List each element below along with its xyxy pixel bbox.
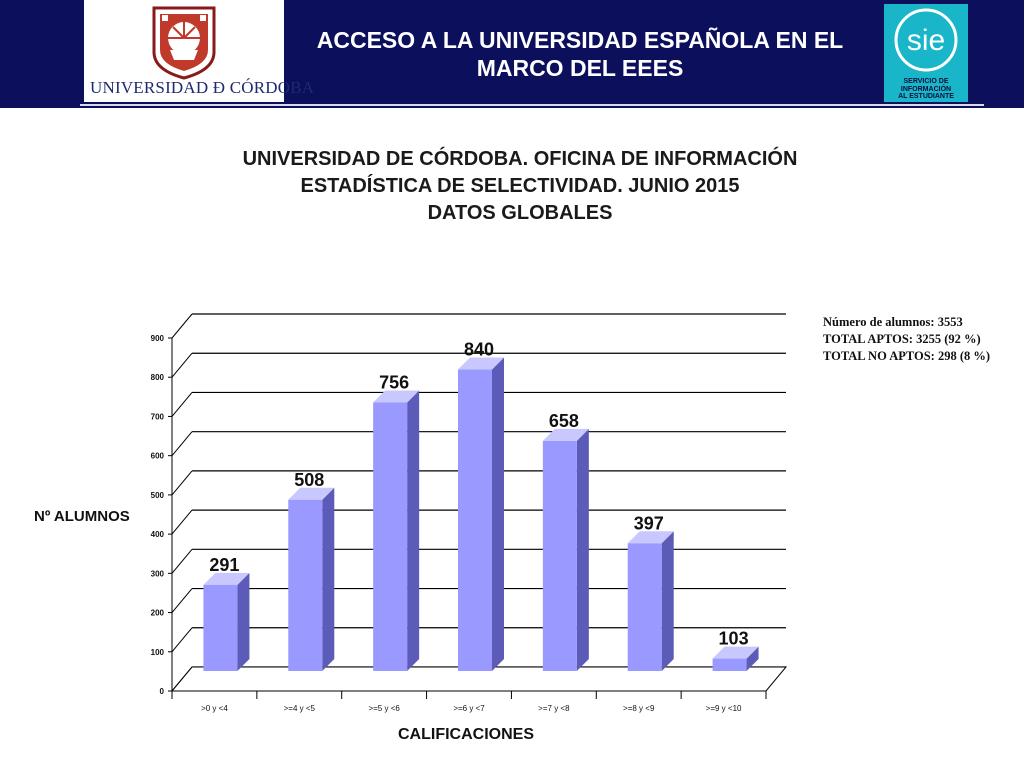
stats-total-students: Número de alumnos: 3553 [823, 315, 963, 329]
chart-title-line: UNIVERSIDAD DE CÓRDOBA. OFICINA DE INFOR… [242, 148, 798, 170]
bar-top [203, 572, 250, 585]
x-tick-label: >=8 y <9 [623, 704, 655, 713]
y-tick-label: 600 [151, 452, 165, 461]
gridline-depth [171, 352, 193, 378]
y-tick-label: 500 [151, 491, 165, 500]
y-tick-label: 0 [160, 687, 165, 696]
bar-side [407, 390, 420, 671]
bar-top [712, 646, 759, 659]
bar-top [288, 487, 335, 500]
header-divider [80, 104, 984, 106]
chart-title-line: ESTADÍSTICA DE SELECTIVIDAD. JUNIO 2015 [300, 175, 740, 197]
data-label: 756 [379, 372, 409, 392]
bar [373, 402, 408, 671]
sie-logo-icon: sie [894, 8, 958, 72]
y-tick-label: 100 [151, 648, 165, 657]
x-tick-label: >=7 y <8 [538, 704, 570, 713]
x-tick-label: >=9 y <10 [706, 704, 742, 713]
bar-side [322, 487, 335, 671]
gridline-depth [171, 431, 193, 456]
gridline-depth [171, 549, 193, 574]
bar [288, 499, 323, 671]
sie-logo: sie SERVICIO DE INFORMACIÓN AL ESTUDIANT… [884, 4, 968, 102]
bar [712, 658, 747, 671]
bar-top [373, 390, 420, 403]
gridline-depth [171, 470, 193, 496]
university-logo: UNIVERSIDAD Ð CÓRDOBA [84, 0, 315, 102]
bar [627, 543, 662, 671]
y-tick-label: 300 [151, 569, 165, 578]
sie-caption-line: INFORMACIÓN [900, 85, 952, 93]
bar-side [661, 531, 674, 671]
gridline-depth [171, 392, 193, 417]
x-axis-label: CALIFICACIONES [398, 726, 534, 743]
bar-side [746, 646, 759, 671]
gridline-depth [171, 313, 193, 339]
bar [458, 369, 492, 671]
sie-caption: SERVICIO DE INFORMACIÓN AL ESTUDIANTE [884, 78, 968, 101]
bar-top [627, 531, 674, 544]
x-tick-label: >=5 y <6 [368, 704, 400, 713]
y-tick-label: 900 [151, 334, 165, 343]
gridline-depth [171, 509, 193, 535]
sie-caption-line: AL ESTUDIANTE [898, 93, 954, 100]
data-label: 658 [549, 411, 579, 431]
x-tick-label: >=4 y <5 [284, 704, 316, 713]
gridline-depth [171, 588, 193, 613]
stats-total-fail: TOTAL NO APTOS: 298 (8 %) [823, 349, 991, 363]
crest-icon [152, 6, 216, 80]
stats-total-pass: TOTAL APTOS: 3255 (92 %) [823, 332, 981, 346]
x-tick-label: >=6 y <7 [453, 704, 485, 713]
y-axis-label: Nº ALUMNOS [34, 508, 130, 525]
chart-title-line: DATOS GLOBALES [427, 202, 613, 224]
y-tick-label: 800 [151, 373, 165, 382]
data-label: 397 [634, 513, 664, 533]
sie-logo-text: sie [907, 24, 945, 57]
bar [542, 440, 577, 671]
bar-top [542, 428, 589, 441]
data-label: 103 [719, 629, 749, 649]
bar-side [237, 572, 250, 671]
chart-title: UNIVERSIDAD DE CÓRDOBA. OFICINA DE INFOR… [150, 146, 890, 227]
y-tick-label: 700 [151, 412, 165, 421]
bar [203, 584, 238, 671]
header-title: ACCESO A LA UNIVERSIDAD ESPAÑOLA EN EL M… [316, 27, 844, 81]
data-label: 840 [464, 340, 494, 360]
bar-top [458, 357, 504, 370]
stats-summary: Número de alumnos: 3553 TOTAL APTOS: 325… [823, 314, 1023, 365]
y-tick-label: 400 [151, 530, 165, 539]
y-tick-label: 200 [151, 609, 165, 618]
university-logo-text: UNIVERSIDAD Ð CÓRDOBA [90, 78, 315, 97]
x-tick-label: >0 y <4 [201, 704, 228, 713]
gridline-depth [171, 627, 193, 653]
bar-side [576, 428, 589, 671]
data-label: 291 [209, 555, 239, 575]
data-label: 508 [294, 470, 324, 490]
sie-caption-line: SERVICIO DE [903, 78, 949, 85]
bar-side [492, 357, 504, 671]
